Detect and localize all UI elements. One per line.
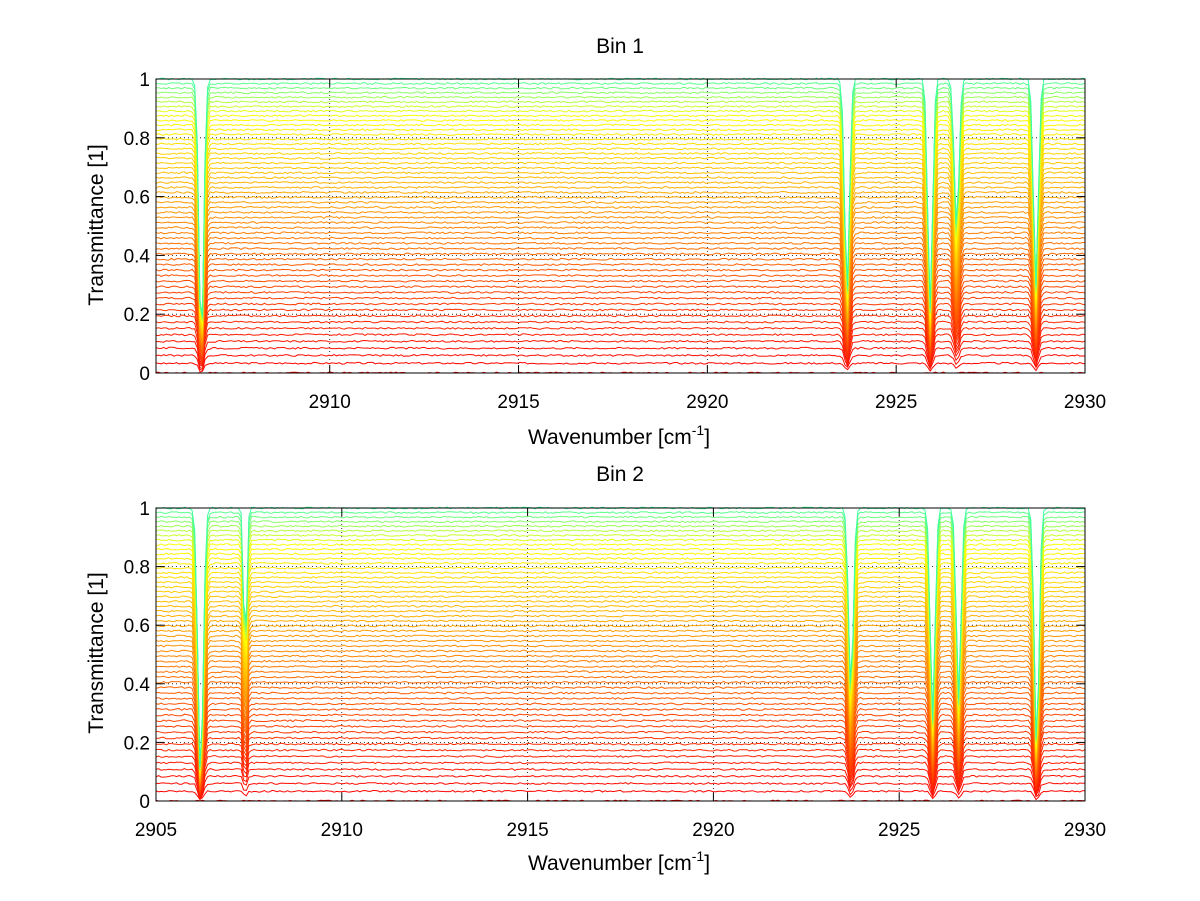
- x-tick-label: 2925: [878, 820, 920, 841]
- spectrum-series-line: [155, 147, 1086, 330]
- spectrum-series-line: [155, 257, 1086, 352]
- x-axis-label-end: ]: [704, 852, 710, 875]
- spectrum-series-line: [155, 176, 1086, 336]
- x-axis-label: Wavenumber [cm-1]: [528, 848, 710, 875]
- y-tick-label: 0.8: [124, 558, 150, 579]
- subplot-title: Bin 1: [596, 35, 644, 58]
- x-axis-label: Wavenumber [cm-1]: [528, 422, 710, 449]
- spectrum-series-line: [155, 109, 1086, 322]
- spectrum-series-line: [156, 290, 1086, 359]
- spectrum-series-line: [155, 190, 1086, 338]
- spectrum-series-line: [155, 166, 1086, 333]
- x-tick-label: 2925: [875, 392, 917, 413]
- spectrum-series-line: [155, 308, 1086, 362]
- y-axis-label: Transmittance [1]: [85, 572, 108, 733]
- y-tick-label: 0.2: [124, 733, 150, 754]
- spectrum-series-line: [155, 333, 1086, 367]
- x-axis-label-superscript: -1: [692, 848, 705, 864]
- y-tick-label: 0.4: [124, 246, 151, 267]
- spectrum-series-line: [155, 346, 1086, 370]
- spectrum-series-line: [155, 226, 1086, 346]
- axes-frame: [155, 507, 1086, 802]
- x-tick-label: 2915: [506, 820, 548, 841]
- x-axis-label-end: ]: [704, 426, 710, 449]
- spectrum-series-line: [155, 210, 1086, 343]
- spectrum-series-line: [155, 782, 1086, 801]
- spectrum-series-line: [155, 789, 1085, 801]
- y-tick-label: 0.4: [124, 675, 151, 696]
- spectrum-series-line: [155, 142, 1086, 329]
- spectrum-series-line: [155, 302, 1086, 362]
- spectrum-series-line: [155, 181, 1086, 336]
- spectrum-series-line: [155, 77, 1086, 316]
- spectrum-series-line: [155, 326, 1086, 365]
- y-tick-label: 1: [139, 70, 150, 91]
- plot-area: [155, 77, 1086, 374]
- subplot-bin-1: Bin 1 Transmittance [1] Wavenumber [cm-1…: [85, 35, 1106, 449]
- spectrum-series-line: [155, 221, 1086, 344]
- x-tick-label: 2920: [692, 820, 734, 841]
- x-tick-label: 2920: [686, 392, 728, 413]
- x-axis-label-text: Wavenumber [cm: [528, 852, 692, 875]
- spectrum-series-line: [155, 774, 1085, 800]
- spectrum-series-line: [155, 133, 1086, 328]
- spectrum-series-line: [155, 761, 1086, 799]
- spectrum-series-line: [155, 314, 1086, 364]
- spectrum-series-line: [155, 252, 1086, 350]
- spectrum-series-line: [155, 755, 1085, 797]
- spectrum-series-line: [155, 137, 1086, 328]
- spectrum-series-line: [155, 247, 1086, 349]
- x-tick-label: 2930: [1064, 392, 1106, 413]
- spectrum-series-line: [155, 123, 1086, 325]
- y-tick-label: 0: [139, 792, 150, 813]
- spectrum-series-line: [155, 320, 1086, 364]
- spectrum-series-line: [155, 263, 1086, 353]
- spectrum-series-line: [156, 128, 1086, 326]
- y-tick-label: 0: [139, 364, 150, 385]
- subplot-title: Bin 2: [596, 463, 644, 486]
- spectrum-series-line: [155, 86, 1086, 318]
- spectrum-series-line: [155, 119, 1086, 324]
- subplot-bin-2: Bin 2 Transmittance [1] Wavenumber [cm-1…: [85, 463, 1106, 875]
- spectrum-series-line: [155, 91, 1086, 320]
- x-tick-label: 2930: [1064, 820, 1106, 841]
- spectrum-series-line: [155, 216, 1086, 343]
- spectrum-series-line: [155, 231, 1086, 346]
- axes-frame: [155, 78, 1086, 374]
- x-axis-label-text: Wavenumber [cm: [528, 426, 692, 449]
- spectrum-series-line: [155, 274, 1086, 355]
- spectrum-series-line: [155, 268, 1086, 354]
- x-axis-label-superscript: -1: [692, 422, 705, 438]
- spectrum-series-line: [155, 768, 1086, 801]
- y-axis-label: Transmittance [1]: [85, 144, 108, 305]
- x-tick-label: 2910: [321, 820, 363, 841]
- y-tick-label: 0.6: [124, 616, 150, 637]
- spectrum-series-line: [155, 279, 1086, 356]
- y-tick-label: 0.6: [124, 188, 150, 209]
- spectrum-series-line: [155, 105, 1086, 322]
- spectrum-series-line: [155, 236, 1086, 348]
- y-tick-label: 1: [139, 499, 150, 520]
- plot-area: [155, 506, 1086, 802]
- x-tick-label: 2915: [497, 392, 539, 413]
- y-tick-label: 0.8: [124, 129, 150, 150]
- spectrum-series-line: [155, 82, 1086, 317]
- axes-background: [156, 508, 1085, 801]
- spectrum-series-line: [155, 200, 1086, 340]
- spectrum-series-line: [155, 114, 1086, 324]
- spectrum-series-line: [155, 95, 1086, 319]
- spectrum-series-line: [155, 186, 1086, 337]
- spectrum-series-line: [155, 195, 1086, 339]
- x-tick-label: 2905: [135, 820, 177, 841]
- spectrum-series-line: [156, 205, 1086, 342]
- spectrum-series-line: [155, 361, 1086, 372]
- spectrum-series-line: [155, 296, 1086, 360]
- spectrum-series-line: [155, 156, 1086, 332]
- x-tick-label: 2910: [309, 392, 351, 413]
- y-tick-label: 0.2: [124, 305, 150, 326]
- spectrum-series-line: [155, 161, 1086, 333]
- spectrum-series-line: [155, 241, 1085, 349]
- spectrum-series-line: [155, 152, 1086, 332]
